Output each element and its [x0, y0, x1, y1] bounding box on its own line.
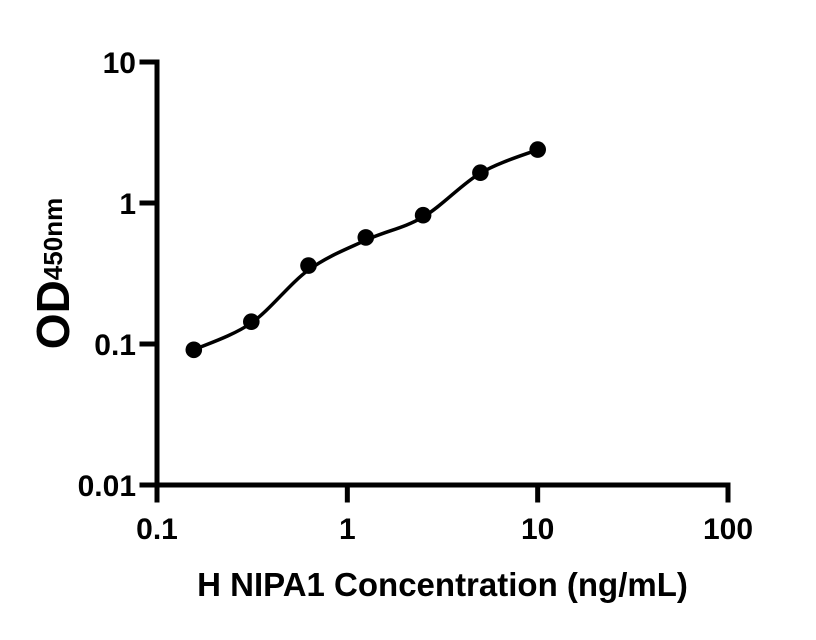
y-tick-label: 1 [119, 188, 136, 221]
data-point-marker [243, 313, 260, 331]
y-tick-label: 10 [103, 47, 136, 80]
y-tick-label: 0.1 [94, 329, 136, 362]
data-point-marker [300, 257, 317, 274]
data-point-marker [529, 141, 546, 158]
data-point-marker [185, 341, 203, 359]
y-tick-label: 0.01 [78, 470, 136, 503]
data-point-marker [472, 164, 489, 181]
od-label-subscript: 450nm [38, 198, 68, 280]
x-axis-title: H NIPA1 Concentration (ng/mL) [197, 566, 688, 603]
data-point-marker [414, 206, 432, 224]
x-tick-label: 0.1 [136, 513, 178, 546]
x-tick-label: 100 [703, 513, 753, 546]
x-tick-label: 10 [521, 513, 554, 546]
y-axis-title: OD450nm [27, 198, 79, 349]
x-tick-label: 1 [339, 513, 356, 546]
data-point-marker [357, 229, 375, 246]
od-label-main: OD [27, 280, 79, 349]
